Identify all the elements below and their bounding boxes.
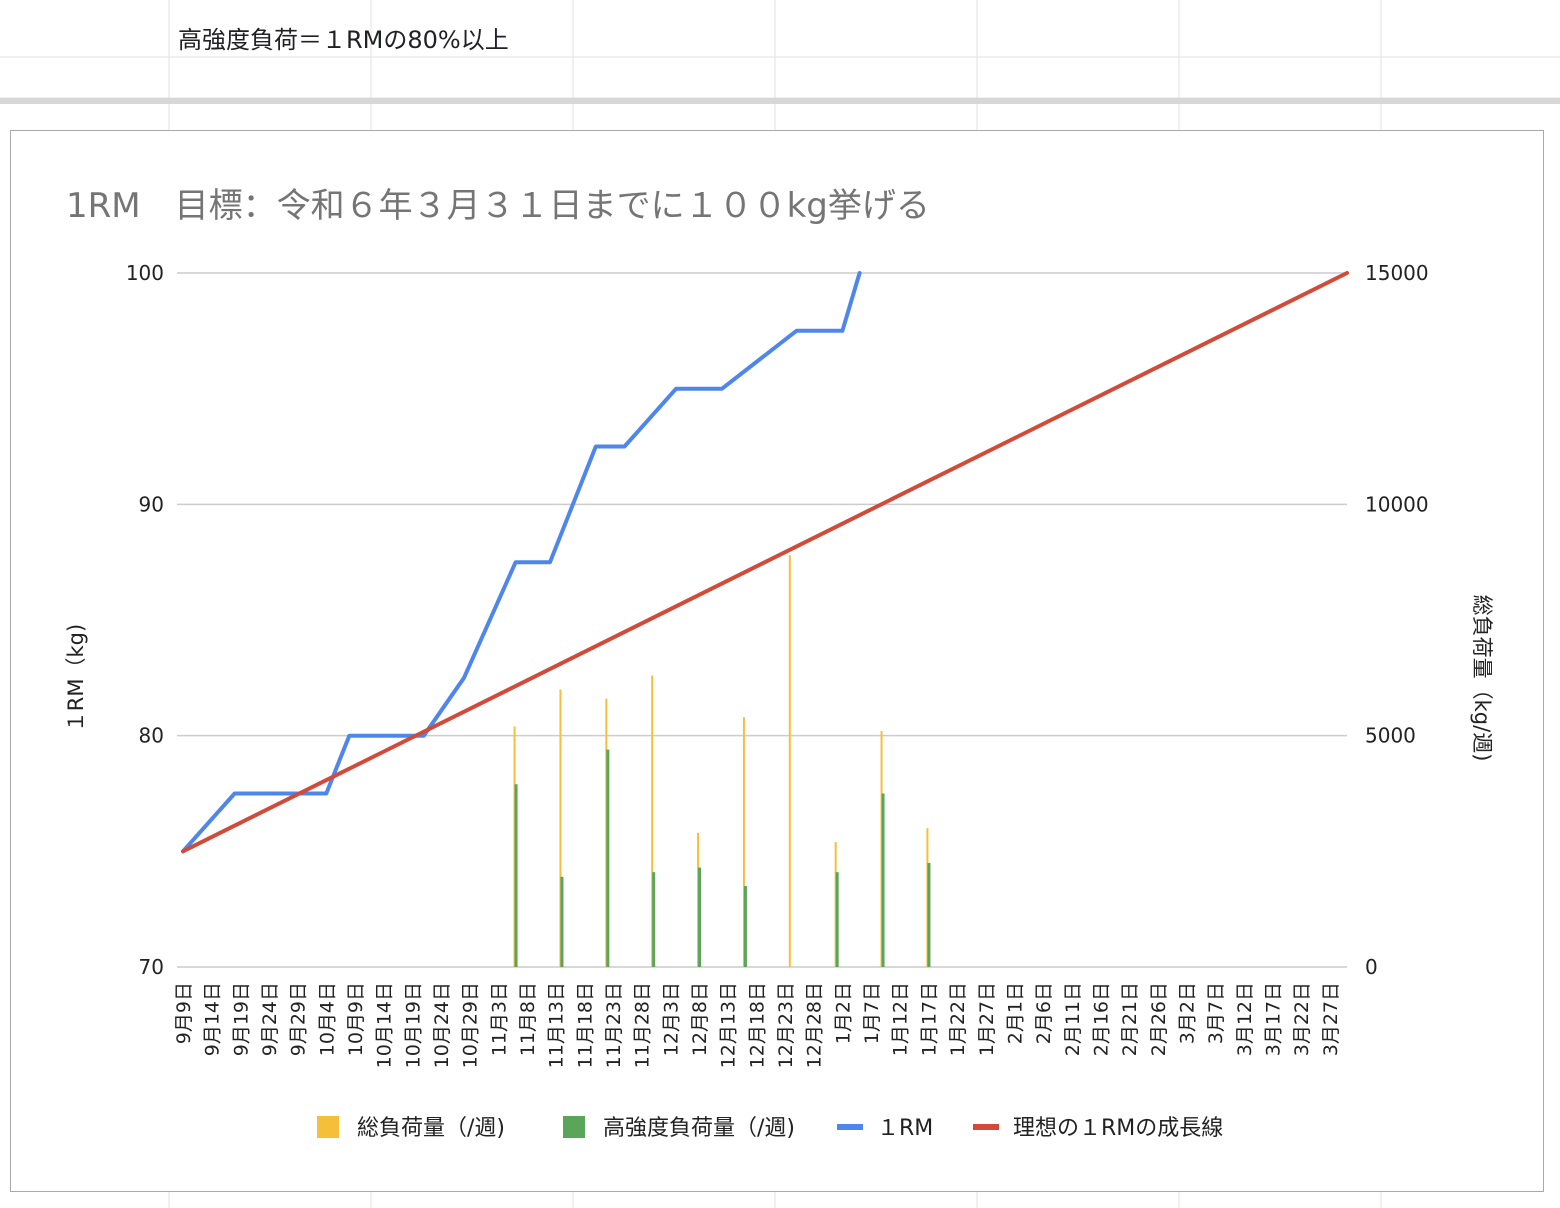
x-tick-label: 12月23日 (775, 982, 797, 1068)
legend-label: 総負荷量（/週) (357, 1116, 505, 1141)
x-tick-label: 9月9日 (173, 982, 195, 1044)
chart-title: 1RM 目標：令和６年３月３１日までに１００kg挙げる (66, 186, 930, 226)
x-tick-label: 11月28日 (632, 982, 654, 1068)
frozen-rows-divider[interactable] (0, 98, 1560, 104)
x-tick-label: 10月9日 (345, 982, 367, 1056)
left-tick-label: 90 (139, 492, 164, 516)
right-tick-label: 15000 (1365, 261, 1429, 285)
x-tick-label: 1月27日 (976, 982, 998, 1056)
x-tick-label: 3月27日 (1320, 982, 1342, 1056)
high-intensity-bar (560, 876, 564, 967)
x-tick-label: 2月11日 (1062, 982, 1084, 1056)
chart-container[interactable]: 1RM 目標：令和６年３月３１日までに１００kg挙げる 100 90 80 70 15… (10, 130, 1544, 1192)
right-axis-label: 総負荷量（kg/週) (1470, 595, 1494, 762)
x-tick-label: 2月1日 (1004, 982, 1026, 1044)
x-tick-label: 10月29日 (460, 982, 482, 1068)
left-axis-label: １RM（kg) (64, 624, 88, 732)
x-tick-label: 9月24日 (259, 982, 281, 1056)
x-tick-label: 11月18日 (574, 982, 596, 1068)
x-tick-label: 12月28日 (804, 982, 826, 1068)
high-intensity-bar (927, 862, 931, 967)
high-intensity-bar (743, 886, 747, 967)
left-tick-label: 80 (139, 724, 164, 748)
line-marks (181, 271, 1349, 854)
x-tick-label: 11月8日 (517, 982, 539, 1056)
x-tick-label: 1月12日 (890, 982, 912, 1056)
x-tick-label: 9月29日 (288, 982, 310, 1056)
legend: 総負荷量（/週) 高強度負荷量（/週) １RM 理想の１RMの成長線 (317, 1116, 1223, 1141)
right-tick-label: 10000 (1365, 492, 1429, 516)
x-tick-label: 2月6日 (1033, 982, 1055, 1044)
x-tick-label: 10月14日 (374, 982, 396, 1068)
legend-swatch (837, 1124, 863, 1130)
x-tick-label: 11月23日 (603, 982, 625, 1068)
x-tick-label: 12月8日 (689, 982, 711, 1056)
x-tick-label: 1月22日 (947, 982, 969, 1056)
high-intensity-bar (652, 872, 656, 967)
bar-marks (513, 555, 931, 967)
left-tick-label: 100 (126, 261, 164, 285)
total-load-bar (559, 689, 562, 967)
x-tick-label: 9月14日 (202, 982, 224, 1056)
x-tick-label: 11月3日 (488, 982, 510, 1056)
x-tick-label: 12月18日 (746, 982, 768, 1068)
right-tick-label: 0 (1365, 955, 1378, 979)
x-tick-label: 3月12日 (1234, 982, 1256, 1056)
legend-swatch (317, 1116, 339, 1138)
total-load-bar (742, 717, 745, 967)
x-tick-label: 2月16日 (1090, 982, 1112, 1056)
high-intensity-bar (606, 749, 610, 967)
x-tick-label: 2月26日 (1148, 982, 1170, 1056)
legend-swatch (973, 1124, 999, 1130)
x-tick-label: 2月21日 (1119, 982, 1141, 1056)
x-tick-label: 10月24日 (431, 982, 453, 1068)
left-axis-ticks: 100 90 80 70 (126, 261, 164, 979)
high-intensity-bar (835, 872, 839, 967)
gridlines (177, 272, 1347, 968)
right-axis-ticks: 15000 10000 5000 0 (1365, 261, 1429, 979)
x-tick-label: 12月13日 (718, 982, 740, 1068)
legend-label: １RM (877, 1116, 933, 1141)
x-tick-label: 3月17日 (1263, 982, 1285, 1056)
total-load-bar (651, 675, 654, 967)
one-rm-line (181, 271, 862, 854)
note-cell[interactable]: 高強度負荷＝１RMの80%以上 (178, 26, 509, 54)
x-tick-label: 1月7日 (861, 982, 883, 1044)
x-tick-label: 10月19日 (402, 982, 424, 1068)
high-intensity-bar (514, 784, 518, 967)
x-tick-label: 1月2日 (832, 982, 854, 1044)
x-tick-label: 9月19日 (230, 982, 252, 1056)
total-load-bar (788, 555, 791, 967)
x-tick-label: 3月7日 (1205, 982, 1227, 1044)
right-tick-label: 5000 (1365, 724, 1416, 748)
x-tick-label: 3月2日 (1176, 982, 1198, 1044)
x-tick-label: 12月3日 (660, 982, 682, 1056)
x-tick-label: 11月13日 (546, 982, 568, 1068)
left-tick-label: 70 (139, 955, 164, 979)
x-tick-label: 1月17日 (918, 982, 940, 1056)
high-intensity-bar (881, 793, 885, 967)
ideal-growth-line (181, 271, 1349, 854)
high-intensity-bar (698, 867, 702, 967)
total-load-bar (513, 726, 516, 967)
x-tick-label: 10月4日 (316, 982, 338, 1056)
legend-label: 高強度負荷量（/週) (603, 1116, 795, 1141)
x-tick-label: 3月22日 (1291, 982, 1313, 1056)
x-axis-ticks: 9月9日 9月14日 9月19日 9月24日 9月29日 10月4日 10月9日 10月14日… (173, 982, 1342, 1068)
legend-label: 理想の１RMの成長線 (1013, 1116, 1223, 1141)
combo-chart: 1RM 目標：令和６年３月３１日までに１００kg挙げる 100 90 80 70 15… (64, 186, 1494, 1141)
legend-swatch (563, 1116, 585, 1138)
